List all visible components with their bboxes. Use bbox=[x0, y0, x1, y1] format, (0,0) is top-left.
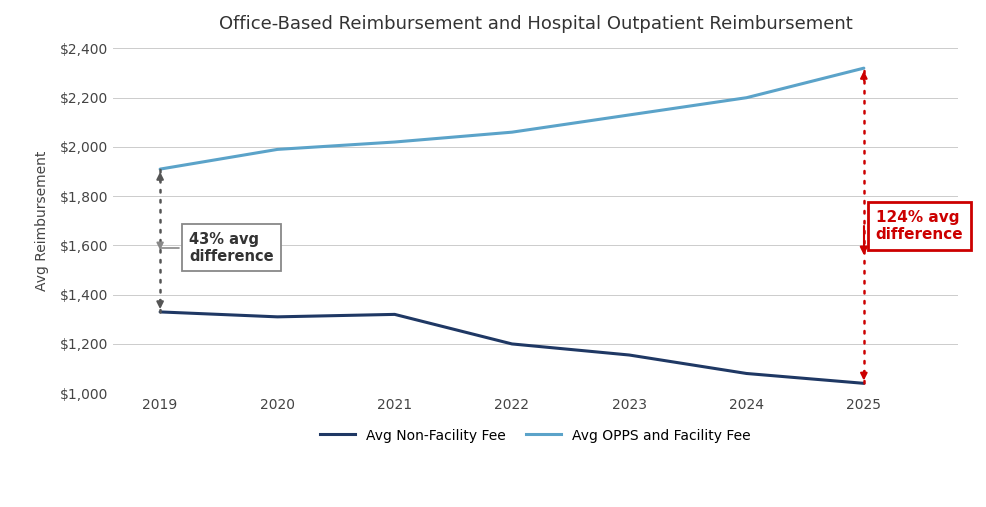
Legend: Avg Non-Facility Fee, Avg OPPS and Facility Fee: Avg Non-Facility Fee, Avg OPPS and Facil… bbox=[315, 423, 756, 448]
Y-axis label: Avg Reimbursement: Avg Reimbursement bbox=[35, 151, 48, 291]
Title: Office-Based Reimbursement and Hospital Outpatient Reimbursement: Office-Based Reimbursement and Hospital … bbox=[219, 15, 852, 33]
Text: 43% avg
difference: 43% avg difference bbox=[157, 232, 274, 264]
Text: 124% avg
difference: 124% avg difference bbox=[861, 209, 963, 252]
